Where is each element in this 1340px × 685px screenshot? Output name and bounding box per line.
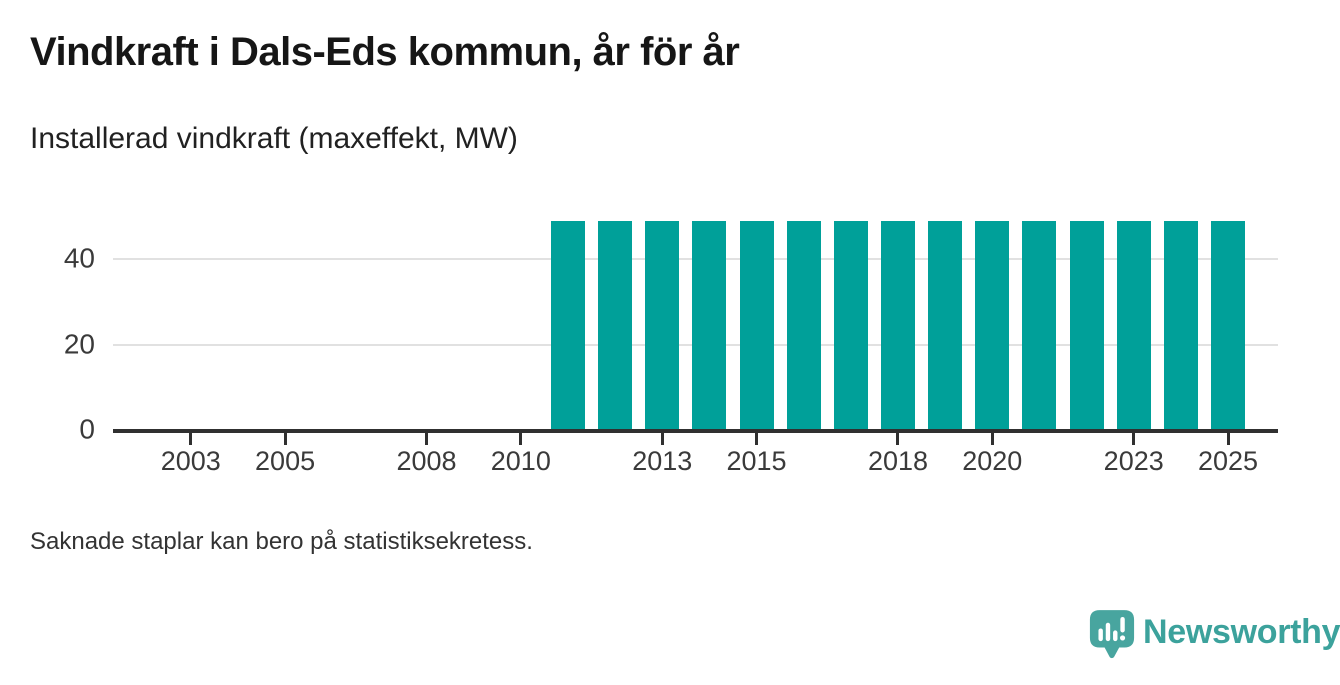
x-tick-2003 <box>189 433 193 445</box>
bar-2024 <box>1163 221 1198 429</box>
x-tick-label-2008: 2008 <box>396 446 457 476</box>
x-tick-2010 <box>519 433 523 445</box>
bar-2013 <box>645 221 680 429</box>
bar-2012 <box>598 221 633 429</box>
bar-2023 <box>1116 221 1151 429</box>
footnote: Saknade staplar kan bero på statistiksek… <box>30 528 533 555</box>
bar-2022 <box>1069 221 1104 429</box>
brand-name: Newsworthy <box>1143 613 1340 651</box>
bar-2016 <box>786 221 821 429</box>
x-tick-label-2018: 2018 <box>867 446 929 476</box>
x-tick-label-2023: 2023 <box>1103 446 1164 476</box>
bar-2021 <box>1022 221 1057 429</box>
chart-subtitle: Installerad vindkraft (maxeffekt, MW) <box>30 122 518 155</box>
x-tick-2008 <box>425 433 429 445</box>
plot-area: 0 20 40 2003 2005 2008 2010 2013 2015 2018 2020 20… <box>63 221 1278 476</box>
x-tick-2018 <box>896 433 900 445</box>
chart-title: Vindkraft i Dals-Eds kommun, år för år <box>30 30 740 74</box>
x-tick-2005 <box>283 433 287 445</box>
x-tick-label-2005: 2005 <box>255 446 316 476</box>
x-tick-label-2003: 2003 <box>160 446 221 476</box>
bar-2018 <box>880 221 915 429</box>
x-tick-label-2015: 2015 <box>726 446 787 476</box>
y-tick-label-0: 0 <box>79 413 95 445</box>
x-tick-2020 <box>990 433 994 445</box>
newsworthy-logo[interactable]: Newsworthy <box>1088 608 1340 664</box>
bar-2017 <box>833 221 868 429</box>
x-tick-label-2025: 2025 <box>1197 446 1259 476</box>
bar-2025 <box>1211 221 1246 429</box>
bar-2020 <box>975 221 1010 429</box>
x-tick-label-2020: 2020 <box>962 446 1023 476</box>
newsworthy-bubble-chart-icon <box>1089 610 1135 659</box>
bar-2015 <box>739 221 774 429</box>
x-tick-2015 <box>755 433 759 445</box>
bar-2014 <box>692 221 727 429</box>
x-tick-label-2013: 2013 <box>632 446 693 476</box>
x-tick-label-2010: 2010 <box>490 446 551 476</box>
bar-2019 <box>928 221 963 429</box>
x-tick-2013 <box>660 433 664 445</box>
y-tick-label-40: 40 <box>63 242 95 274</box>
y-tick-label-20: 20 <box>63 327 95 359</box>
bar-2011 <box>550 221 585 429</box>
x-tick-2025 <box>1226 433 1230 445</box>
x-tick-2023 <box>1132 433 1136 445</box>
x-axis-line <box>113 429 1278 433</box>
